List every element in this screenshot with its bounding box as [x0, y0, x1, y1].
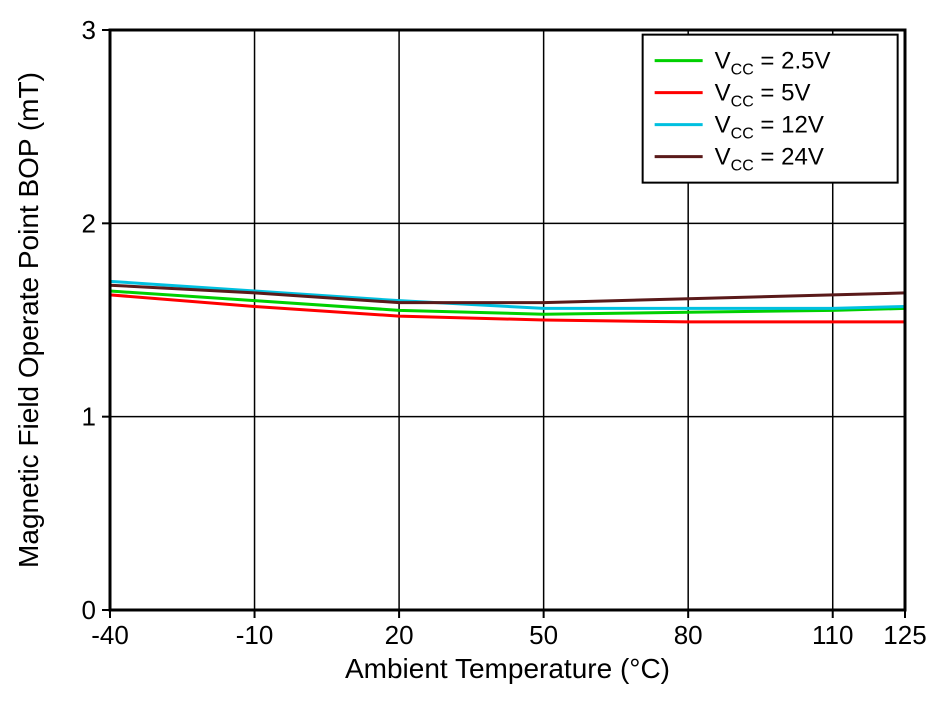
y-tick-label: 0	[82, 595, 96, 625]
line-chart: -40 -10 20 50 80 110 125 0 1 2 3 Ambient Temperatur…	[0, 0, 936, 701]
y-tick-label: 3	[82, 15, 96, 45]
x-tick-label: 80	[674, 620, 703, 650]
x-axis-label: Ambient Temperature (°C)	[345, 653, 670, 684]
x-tick-label: -40	[91, 620, 129, 650]
legend: VCC = 2.5VVCC = 5VVCC = 12VVCC = 24V	[643, 35, 898, 183]
x-tick-label: 20	[385, 620, 414, 650]
x-tick-label: -10	[236, 620, 274, 650]
x-tick-label: 50	[529, 620, 558, 650]
y-tick-label: 1	[82, 402, 96, 432]
legend-entry-1: VCC = 5V	[715, 80, 811, 111]
chart-container: -40 -10 20 50 80 110 125 0 1 2 3 Ambient Temperatur…	[0, 0, 936, 701]
x-tick-label: 110	[812, 620, 853, 650]
y-axis-label: Magnetic Field Operate Point BOP (mT)	[13, 72, 44, 568]
y-tick-label: 2	[82, 208, 96, 238]
x-tick-label: 125	[883, 620, 926, 650]
